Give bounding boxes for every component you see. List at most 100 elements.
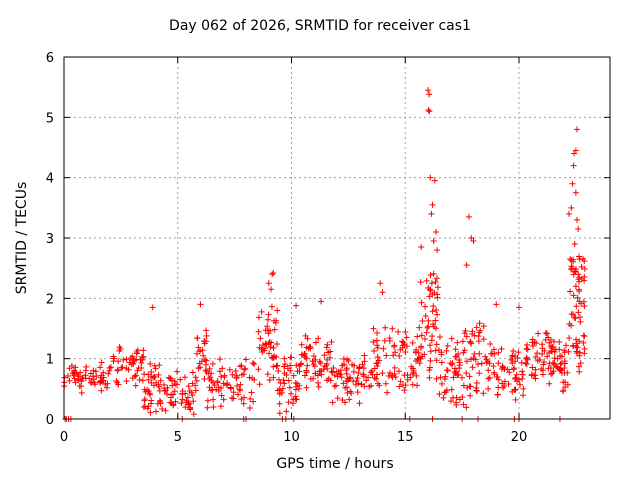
- data-point: [192, 374, 199, 381]
- data-point: [200, 352, 207, 359]
- data-point: [485, 367, 492, 374]
- data-point: [169, 377, 176, 384]
- data-point: [147, 360, 154, 367]
- data-point: [476, 350, 483, 357]
- data-point: [564, 369, 571, 376]
- data-point: [223, 382, 230, 389]
- data-point: [341, 399, 348, 406]
- data-point: [573, 336, 580, 343]
- data-point: [382, 380, 389, 387]
- data-point: [255, 314, 262, 321]
- data-point: [190, 398, 197, 405]
- data-point: [402, 328, 409, 335]
- data-point: [436, 334, 443, 341]
- data-point: [556, 338, 563, 345]
- data-point: [164, 391, 171, 398]
- data-point: [576, 274, 583, 281]
- data-point: [316, 358, 323, 365]
- data-point: [250, 360, 257, 367]
- data-point: [315, 335, 322, 342]
- data-point: [230, 389, 237, 396]
- data-point: [573, 340, 580, 347]
- data-point: [238, 396, 245, 403]
- data-point: [317, 360, 324, 367]
- data-point: [229, 371, 236, 378]
- data-point: [453, 394, 460, 401]
- data-point: [421, 335, 428, 342]
- data-point: [461, 330, 468, 337]
- data-point: [432, 228, 439, 235]
- data-point: [98, 387, 105, 394]
- data-point: [572, 315, 579, 322]
- data-point: [433, 341, 440, 348]
- data-point: [427, 271, 434, 278]
- data-point: [543, 330, 550, 337]
- data-point: [528, 371, 535, 378]
- data-point: [570, 162, 577, 169]
- data-point: [344, 389, 351, 396]
- data-point: [150, 382, 157, 389]
- data-point: [203, 327, 210, 334]
- data-point: [370, 325, 377, 332]
- axis-ticks: 0 1 2 3 4 5 6 0 5 10 15 20: [46, 51, 610, 445]
- data-point: [568, 311, 575, 318]
- data-point: [343, 365, 350, 372]
- data-point: [340, 380, 347, 387]
- data-point: [72, 364, 79, 371]
- data-point: [282, 361, 289, 368]
- x-axis-label: GPS time / hours: [276, 456, 394, 472]
- data-point: [450, 374, 457, 381]
- data-point: [157, 400, 164, 407]
- data-point: [140, 347, 147, 354]
- data-point: [248, 389, 255, 396]
- data-point: [72, 379, 79, 386]
- data-point: [195, 344, 202, 351]
- data-point: [511, 365, 518, 372]
- data-point: [293, 396, 300, 403]
- data-point: [193, 377, 200, 384]
- data-point: [374, 344, 381, 351]
- data-point: [467, 392, 474, 399]
- data-point: [216, 368, 223, 375]
- data-point: [209, 360, 216, 367]
- data-point: [541, 358, 548, 365]
- data-point: [578, 275, 585, 282]
- data-point: [71, 375, 78, 382]
- data-point: [227, 385, 234, 392]
- data-point: [214, 378, 221, 385]
- data-point: [309, 358, 316, 365]
- data-point: [430, 238, 437, 245]
- data-point: [575, 271, 582, 278]
- data-point: [312, 356, 319, 363]
- data-point: [203, 332, 210, 339]
- data-point: [436, 391, 443, 398]
- data-point: [250, 398, 257, 405]
- data-point: [217, 384, 224, 391]
- data-point: [473, 387, 480, 394]
- grid-lines: [64, 57, 610, 419]
- data-point: [554, 364, 561, 371]
- data-point: [339, 362, 346, 369]
- data-point: [301, 372, 308, 379]
- data-point: [515, 349, 522, 356]
- data-point: [156, 387, 163, 394]
- data-point: [402, 382, 409, 389]
- data-point: [135, 365, 142, 372]
- data-point: [173, 381, 180, 388]
- data-point: [386, 369, 393, 376]
- data-point: [66, 377, 73, 384]
- data-point: [518, 359, 525, 366]
- data-point: [459, 374, 466, 381]
- data-point: [395, 328, 402, 335]
- data-point: [249, 375, 256, 382]
- data-point: [241, 366, 248, 373]
- data-point: [534, 357, 541, 364]
- data-point: [234, 383, 241, 390]
- data-point: [578, 263, 585, 270]
- data-point: [452, 370, 459, 377]
- y-tick-label: 6: [46, 51, 54, 66]
- data-point: [258, 308, 265, 315]
- data-point: [452, 346, 459, 353]
- data-point: [170, 391, 177, 398]
- data-point: [237, 363, 244, 370]
